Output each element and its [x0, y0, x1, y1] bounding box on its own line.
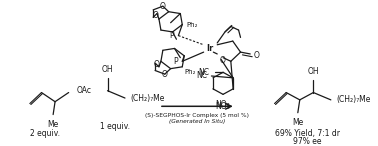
Text: Me: Me: [292, 118, 304, 127]
Text: 1 equiv.: 1 equiv.: [100, 122, 130, 131]
Text: 97% ee: 97% ee: [293, 137, 322, 146]
Text: Ir: Ir: [206, 44, 213, 53]
Text: NO₂: NO₂: [216, 100, 231, 109]
Text: (CH₂)₇Me: (CH₂)₇Me: [337, 95, 371, 104]
Text: NC: NC: [197, 72, 208, 80]
Text: (CH₂)₇Me: (CH₂)₇Me: [131, 94, 165, 102]
Text: P: P: [169, 31, 174, 40]
Text: Me: Me: [48, 120, 59, 129]
Text: Ph₂: Ph₂: [186, 22, 198, 28]
Text: OH: OH: [308, 67, 319, 76]
Text: Ph₂: Ph₂: [184, 69, 196, 75]
Text: O: O: [160, 2, 166, 11]
Text: (Generated In Situ): (Generated In Situ): [169, 119, 225, 124]
Text: NC: NC: [198, 68, 209, 77]
Text: O: O: [162, 70, 168, 79]
Text: O: O: [219, 56, 225, 65]
Text: O: O: [254, 51, 260, 60]
Text: O: O: [152, 11, 158, 20]
Text: 69% Yield, 7:1 dr: 69% Yield, 7:1 dr: [275, 129, 340, 138]
Text: OAc: OAc: [76, 86, 91, 95]
Text: 2 equiv.: 2 equiv.: [30, 129, 60, 138]
Text: NO₂: NO₂: [216, 102, 231, 111]
Text: O: O: [154, 60, 160, 69]
Text: P: P: [173, 57, 177, 66]
Text: (S)-SEGPHOS-Ir Complex (5 mol %): (S)-SEGPHOS-Ir Complex (5 mol %): [145, 113, 249, 118]
Text: OH: OH: [102, 65, 113, 74]
